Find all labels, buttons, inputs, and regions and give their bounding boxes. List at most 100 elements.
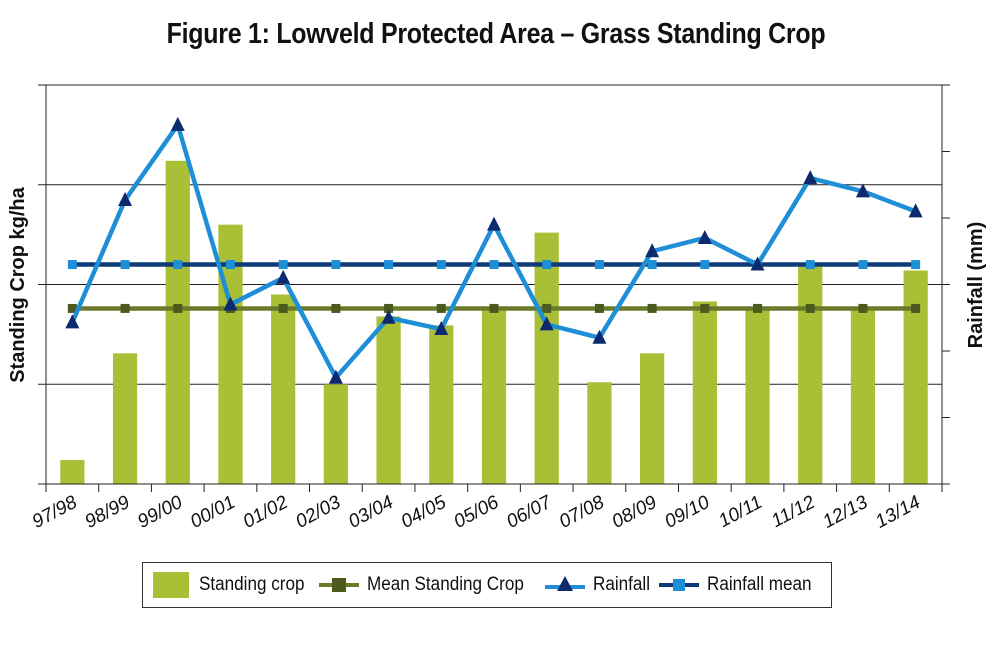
rainfall-mean-marker [805, 260, 815, 270]
rainfall-mean-marker [911, 260, 921, 270]
legend-item-rainfall: Rainfall [544, 572, 656, 598]
mean-standing-crop-marker [436, 303, 446, 313]
chart-plot: 97/98 98/99 99/00 00/01 01/02 02/03 03/04 04/05… [7, 84, 987, 533]
legend-swatch-bar [152, 572, 189, 598]
bar-standing-crop [745, 308, 770, 484]
bar-standing-crop [271, 294, 296, 484]
x-tick-label: 10/11 [715, 492, 766, 532]
rainfall-marker [381, 309, 396, 324]
y-axis-label: Standing Crop kg/ha [7, 186, 29, 382]
rainfall-marker [645, 243, 660, 258]
rainfall-marker [592, 329, 607, 344]
rainfall-marker [539, 316, 554, 331]
mean-standing-crop-marker [331, 303, 341, 313]
chart-title: Figure 1: Lowveld Protected Area – Grass… [166, 18, 826, 50]
legend-item-standing-crop: Standing crop [151, 572, 316, 598]
mean-standing-crop-marker [594, 303, 604, 313]
mean-standing-crop-marker [911, 303, 921, 313]
legend-label: Rainfall [592, 574, 650, 595]
rainfall-mean-marker [594, 260, 604, 270]
mean-standing-crop-marker [753, 303, 763, 313]
bar-standing-crop [429, 325, 454, 484]
rainfall-mean-marker [384, 260, 394, 270]
legend-item-mean-standing-crop: Mean Standing Crop [319, 572, 541, 598]
mean-standing-crop-marker [173, 303, 183, 313]
x-tick-label: 07/08 [556, 492, 608, 533]
x-tick-label: 09/10 [661, 492, 713, 533]
rainfall-marker [803, 170, 818, 185]
mean-standing-crop-marker [278, 303, 288, 313]
mean-standing-crop-marker [489, 303, 499, 313]
rainfall-marker [118, 192, 133, 207]
rainfall-marker [65, 314, 80, 329]
rainfall-mean-marker [278, 260, 288, 270]
rainfall-marker [487, 216, 501, 231]
bar-standing-crop [60, 460, 85, 484]
mean-standing-crop-marker [67, 303, 77, 313]
bar-standing-crop [692, 301, 717, 484]
x-tick-label: 11/12 [768, 492, 819, 532]
rainfall-mean-marker [858, 260, 868, 270]
x-tick-label: 02/03 [292, 492, 344, 533]
x-tick-label: 00/01 [187, 492, 239, 533]
bar-standing-crop [165, 160, 190, 484]
mean-standing-crop-marker [700, 303, 710, 313]
rainfall-mean-marker [225, 260, 235, 270]
rainfall-marker [750, 256, 765, 271]
rainfall-mean-marker [647, 260, 657, 270]
x-tick-label: 12/13 [819, 492, 871, 533]
bar-standing-crop [903, 270, 928, 484]
x-tick-labels: 97/98 98/99 99/00 00/01 01/02 02/03 03/04 04/05… [29, 491, 924, 533]
legend: Standing crop Mean Standing Crop Rainfal… [142, 562, 832, 608]
bar-standing-crop [639, 353, 665, 484]
rainfall-mean-marker [331, 260, 341, 270]
x-tick-label: 01/02 [240, 492, 292, 533]
bar-standing-crop [587, 382, 612, 484]
bar-standing-crop [376, 316, 401, 484]
bar-standing-crop [534, 232, 559, 484]
rainfall-mean-marker [489, 260, 499, 270]
y2-axis-label: Rainfall (mm) [965, 222, 987, 349]
x-tick-label: 98/99 [82, 492, 134, 533]
axes [38, 84, 950, 492]
x-tick-label: 08/09 [609, 492, 661, 533]
bar-standing-crop [112, 353, 138, 484]
rainfall-marker [170, 116, 185, 131]
legend-item-rainfall-mean: Rainfall mean [659, 572, 823, 598]
rainfall-mean-marker [436, 260, 446, 270]
x-tick-label: 13/14 [872, 492, 924, 533]
rainfall-mean-marker [542, 260, 552, 270]
mean-standing-crop-marker [647, 303, 657, 313]
mean-standing-crop-marker [858, 303, 868, 313]
rainfall-mean-marker [120, 260, 130, 270]
x-tick-label: 05/06 [451, 492, 503, 533]
series-lines [65, 116, 923, 384]
standing-crop-bars [60, 160, 928, 484]
rainfall-marker [276, 269, 291, 284]
rainfall-marker [434, 321, 449, 336]
legend-swatch-line-square [319, 578, 360, 592]
bar-standing-crop [323, 384, 349, 484]
mean-standing-crop-marker [805, 303, 815, 313]
legend-label: Standing crop [198, 574, 305, 595]
bar-standing-crop [798, 264, 823, 484]
legend-swatch-line-triangle [544, 576, 585, 591]
mean-standing-crop-marker [120, 303, 130, 313]
rainfall-marker [855, 183, 870, 198]
bar-standing-crop [850, 306, 876, 484]
x-tick-label: 97/98 [29, 492, 81, 533]
x-tick-label: 04/05 [398, 492, 450, 533]
rainfall-mean-marker [173, 260, 183, 270]
mean-standing-crop-marker [542, 303, 552, 313]
rainfall-mean-marker [67, 260, 77, 270]
bar-standing-crop [481, 308, 507, 484]
x-tick-label: 99/00 [134, 492, 186, 533]
rainfall-marker [328, 369, 343, 384]
legend-label: Rainfall mean [707, 574, 812, 595]
rainfall-marker [697, 229, 712, 244]
rainfall-marker [223, 296, 238, 311]
mean-standing-crop-marker [384, 303, 394, 313]
x-tick-label: 03/04 [345, 492, 397, 533]
rainfall-mean-marker [700, 260, 710, 270]
rainfall-marker [908, 203, 923, 218]
